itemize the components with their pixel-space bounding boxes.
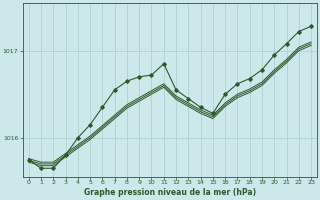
- X-axis label: Graphe pression niveau de la mer (hPa): Graphe pression niveau de la mer (hPa): [84, 188, 256, 197]
